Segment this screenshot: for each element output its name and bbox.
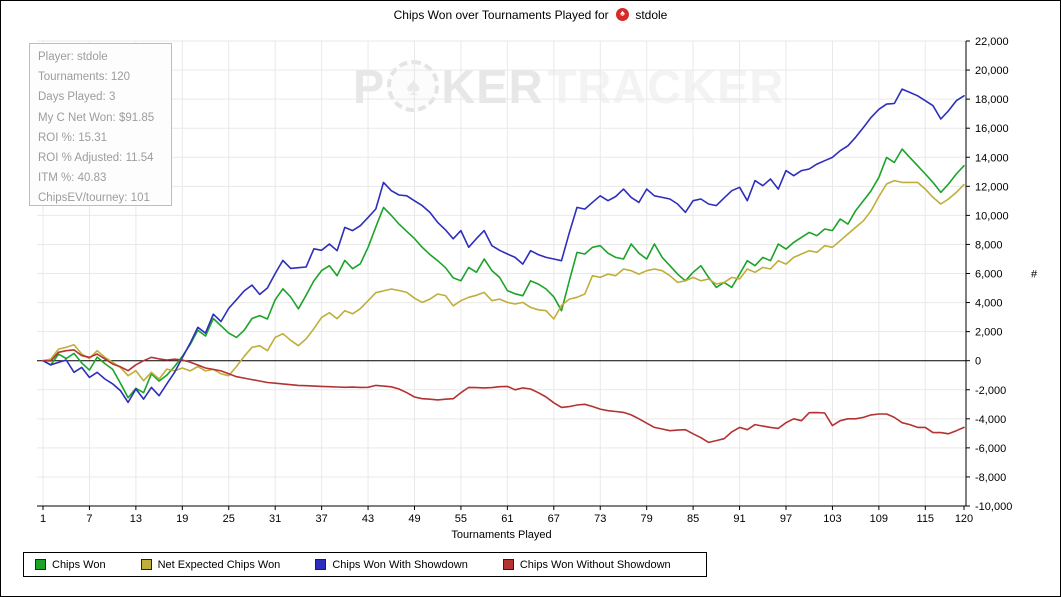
y-tick-label: 20,000 <box>975 65 1009 77</box>
x-tick-label: 91 <box>733 513 745 525</box>
player-stat-line: My C Net Won: $91.85 <box>38 111 155 124</box>
player-stat-line: ROI % Adjusted: 11.54 <box>38 152 154 165</box>
x-tick-label: 43 <box>362 513 374 525</box>
series-line-net-expected-chips-won <box>42 179 965 382</box>
y-tick-label: 4,000 <box>975 298 1003 310</box>
spade-icon: ♠ <box>620 8 625 18</box>
series-line-chips-won-without-showdown <box>42 349 965 444</box>
player-stat-line: ITM %: 40.83 <box>38 172 107 185</box>
watermark-text-tracker: TRACKER <box>547 59 785 113</box>
legend-item: Net Expected Chips Won <box>140 558 295 571</box>
x-tick-label: 115 <box>917 513 935 525</box>
x-tick-label: 79 <box>641 513 653 525</box>
y-tick-label: 18,000 <box>975 94 1009 106</box>
player-stat-line: ROI %: 15.31 <box>38 131 108 144</box>
legend-item: Chips Won With Showdown <box>315 559 482 571</box>
poker-chip-icon: ♠ <box>387 60 440 112</box>
x-axis-title: Tournaments Played <box>451 529 551 541</box>
player-stat-line: Days Played: 3 <box>38 91 116 104</box>
x-tick-label: 55 <box>455 513 467 525</box>
chart-title: Chips Won over Tournaments Played for ♠ … <box>1 8 1060 22</box>
y-tick-label: -10,000 <box>975 501 1012 513</box>
y-tick-label: 2,000 <box>975 327 1003 339</box>
y-tick-label: -4,000 <box>975 414 1006 426</box>
x-tick-label: 19 <box>176 513 188 525</box>
x-tick-label: 37 <box>315 513 327 525</box>
legend-swatch <box>315 559 327 570</box>
player-stat-line: ChipsEV/tourney: 101 <box>38 192 150 205</box>
y-tick-label: 0 <box>975 356 981 368</box>
legend-label: Chips Won <box>52 558 106 571</box>
y-axis-title: # <box>1031 269 1038 281</box>
x-tick-label: 67 <box>548 513 560 525</box>
watermark-text-ker: KER <box>441 59 544 113</box>
player-stat-line: Tournaments: 120 <box>38 71 131 84</box>
x-tick-label: 85 <box>687 513 699 525</box>
chart-legend: Chips Won Net Expected Chips Won Chips Won… <box>23 552 707 577</box>
y-tick-label: -2,000 <box>975 385 1006 397</box>
x-tick-label: 61 <box>501 513 513 525</box>
y-tick-label: 12,000 <box>975 181 1009 193</box>
legend-swatch <box>140 559 152 570</box>
pokertracker-watermark: P ♠ KER TRACKER <box>353 57 784 115</box>
y-tick-label: -6,000 <box>975 443 1006 455</box>
x-tick-label: 13 <box>130 513 142 525</box>
y-tick-label: 14,000 <box>975 152 1009 164</box>
watermark-text-p: P <box>353 59 386 113</box>
x-tick-label: 1 <box>40 513 46 525</box>
x-tick-label: 25 <box>223 513 235 525</box>
chart-title-player: stdole <box>635 8 668 22</box>
legend-label: Net Expected Chips Won <box>157 558 281 571</box>
series-line-chips-won-with-showdown <box>42 88 965 404</box>
legend-item: Chips Won <box>35 559 120 571</box>
legend-label: Chips Won Without Showdown <box>519 558 671 571</box>
y-tick-label: -8,000 <box>975 472 1006 484</box>
legend-swatch <box>35 559 46 570</box>
legend-swatch <box>502 559 514 570</box>
x-tick-label: 103 <box>823 513 841 525</box>
y-tick-label: 8,000 <box>975 239 1003 251</box>
y-tick-label: 16,000 <box>975 123 1009 135</box>
pokertracker-logo-icon: ♠ <box>615 8 629 21</box>
legend-label: Chips Won With Showdown <box>332 558 468 571</box>
player-stats-box: Player: stdole Tournaments: 120 Days Playe… <box>29 43 172 206</box>
x-tick-label: 31 <box>269 513 281 525</box>
x-tick-label: 7 <box>86 513 92 525</box>
y-tick-label: 22,000 <box>975 36 1009 48</box>
player-stat-line: Player: stdole <box>38 51 108 63</box>
y-tick-label: 6,000 <box>975 269 1003 281</box>
x-tick-label: 120 <box>955 513 973 525</box>
x-tick-label: 49 <box>408 513 420 525</box>
x-tick-label: 109 <box>870 513 888 525</box>
x-tick-label: 97 <box>780 513 792 525</box>
x-tick-label: 73 <box>594 513 606 525</box>
spade-icon: ♠ <box>406 71 421 101</box>
legend-item: Chips Won Without Showdown <box>502 558 685 571</box>
y-tick-label: 10,000 <box>975 210 1009 222</box>
series-line-chips-won <box>42 148 965 399</box>
chart-title-text: Chips Won over Tournaments Played for <box>393 8 609 22</box>
